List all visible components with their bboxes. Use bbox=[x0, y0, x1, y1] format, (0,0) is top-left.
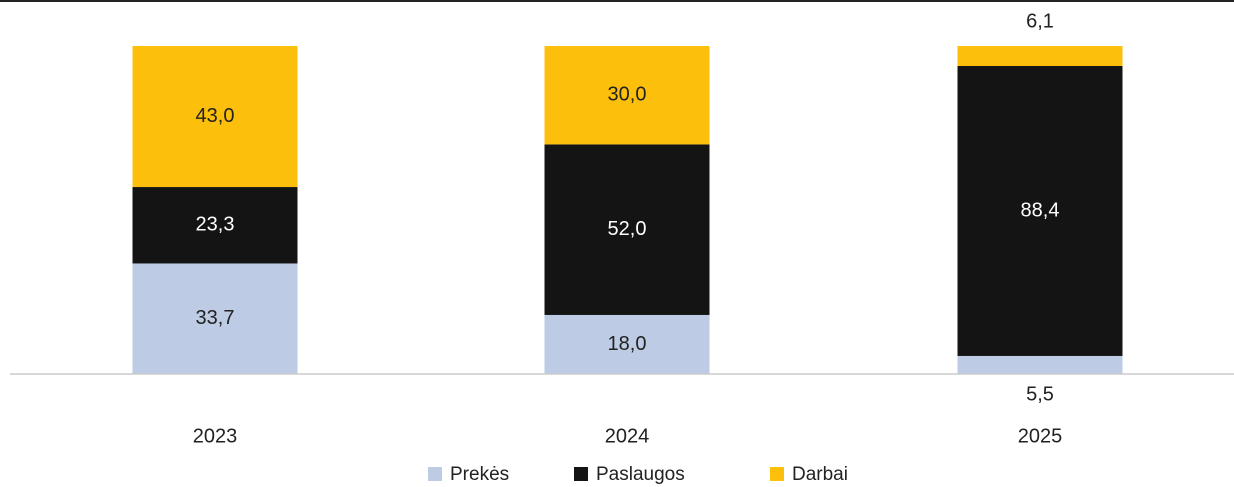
x-tick-label: 2023 bbox=[193, 425, 238, 447]
legend-swatch bbox=[574, 467, 588, 481]
x-tick-label: 2025 bbox=[1018, 425, 1063, 447]
bar-segment bbox=[132, 46, 298, 188]
bar-segment bbox=[544, 314, 710, 374]
bar-segment bbox=[957, 355, 1123, 374]
bar-segment bbox=[957, 66, 1123, 356]
legend-label: Paslaugos bbox=[596, 464, 685, 485]
bar-segment bbox=[957, 46, 1123, 67]
legend-swatch bbox=[428, 467, 442, 481]
bar-segment bbox=[132, 187, 298, 264]
data-label: 23,3 bbox=[196, 214, 235, 236]
data-label: 6,1 bbox=[1026, 10, 1054, 32]
data-label: 43,0 bbox=[196, 105, 235, 127]
bar-segment bbox=[544, 144, 710, 315]
bar-segment bbox=[132, 263, 298, 374]
data-label: 5,5 bbox=[1026, 383, 1054, 405]
data-label: 30,0 bbox=[608, 83, 647, 105]
data-label: 88,4 bbox=[1021, 199, 1060, 221]
data-label: 18,0 bbox=[608, 333, 647, 355]
x-tick-label: 2024 bbox=[605, 425, 650, 447]
data-label: 33,7 bbox=[196, 307, 235, 329]
legend-label: Darbai bbox=[792, 464, 848, 485]
legend-label: Prekės bbox=[450, 464, 509, 485]
bar-segment bbox=[544, 46, 710, 145]
data-label: 52,0 bbox=[608, 218, 647, 240]
legend-swatch bbox=[770, 467, 784, 481]
